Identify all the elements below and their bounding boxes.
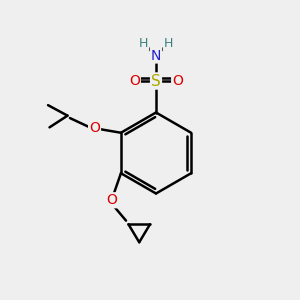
Text: H: H	[139, 37, 148, 50]
Text: O: O	[172, 74, 183, 88]
Text: O: O	[129, 74, 140, 88]
Text: H: H	[164, 37, 173, 50]
Text: O: O	[89, 121, 100, 135]
Text: S: S	[151, 74, 161, 88]
Text: O: O	[106, 193, 117, 207]
Text: N: N	[151, 49, 161, 62]
